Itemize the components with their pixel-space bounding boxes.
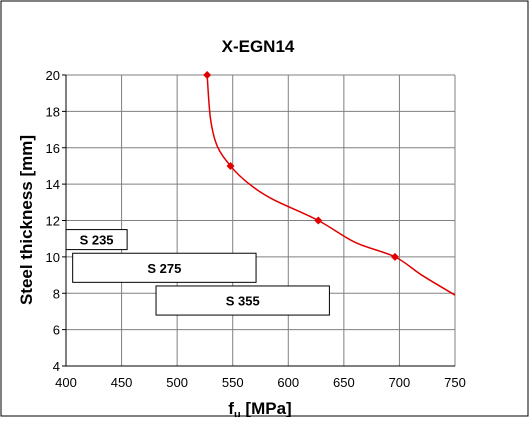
data-series — [203, 71, 456, 296]
y-tick-label: 14 — [46, 177, 60, 192]
steel-grade-box — [65, 229, 128, 251]
data-point-marker — [226, 161, 235, 170]
data-point-marker — [390, 252, 399, 261]
series-line — [206, 74, 456, 296]
x-tick-label: 550 — [222, 375, 244, 390]
steel-grade-bands: S 235 S 275 S 355 — [65, 229, 330, 316]
data-point-marker — [203, 71, 212, 79]
steel-grade-box — [72, 252, 257, 283]
y-tick-label: 18 — [46, 104, 60, 119]
x-tick-label: 750 — [444, 375, 466, 390]
steel-grade-label: S 355 — [226, 294, 260, 309]
x-tick-label: 450 — [111, 375, 133, 390]
steel-grade-label: S 275 — [147, 261, 181, 276]
x-tick-label: 600 — [277, 375, 299, 390]
x-axis-label-subscript: u — [234, 409, 241, 417]
x-axis-label-unit: [MPa] — [241, 399, 292, 417]
y-tick-label: 12 — [46, 214, 60, 229]
y-tick-label: 6 — [53, 323, 60, 338]
steel-grade-label: S 235 — [80, 233, 114, 248]
x-axis-label-main: f — [228, 399, 234, 417]
y-tick-label: 4 — [53, 359, 60, 374]
data-point-marker — [314, 216, 323, 225]
y-tick-label: 16 — [46, 141, 60, 156]
steel-grade-box — [155, 285, 330, 316]
x-tick-label: 650 — [333, 375, 355, 390]
y-tick-label: 20 — [46, 68, 60, 83]
x-tick-label: 500 — [166, 375, 188, 390]
x-axis-label: fu [MPa] — [228, 399, 291, 417]
axes: 400 450 500 550 600 650 700 750 4 6 8 10 12 14 16 18 20 — [46, 68, 466, 390]
x-tick-label: 400 — [55, 375, 77, 390]
x-tick-label: 700 — [389, 375, 411, 390]
chart-title: X-EGN14 — [222, 37, 295, 56]
y-tick-label: 8 — [53, 286, 60, 301]
y-axis-label: Steel thickness [mm] — [17, 135, 36, 305]
y-tick-label: 10 — [46, 250, 60, 265]
